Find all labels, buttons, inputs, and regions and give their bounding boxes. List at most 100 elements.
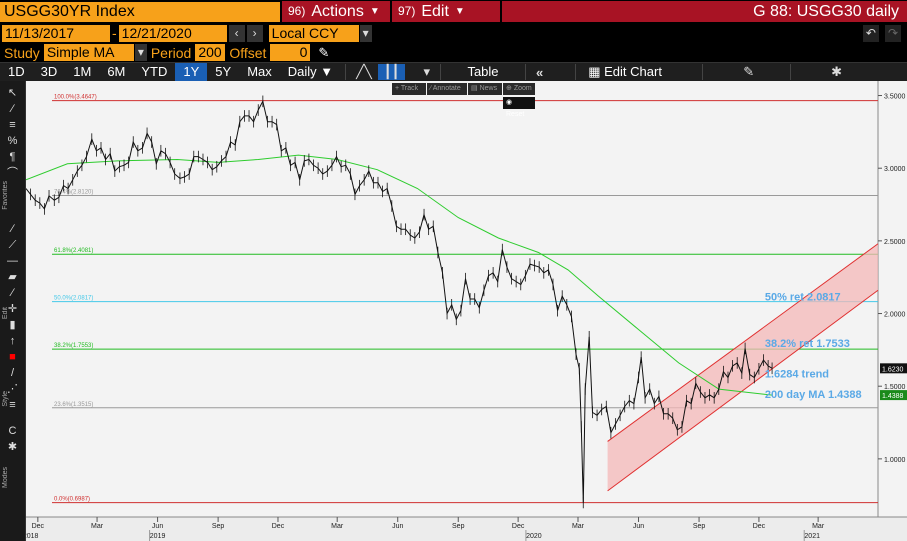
daily-select[interactable]: Daily ▼ (287, 64, 334, 79)
chart-type-dropdown-icon[interactable]: ▾ (423, 64, 430, 79)
x-tick-label: Sep (693, 523, 706, 530)
tool-icon[interactable]: ¶ (9, 151, 16, 163)
y-tick-label: 1.0000 (884, 457, 906, 464)
end-date-input[interactable]: 12/21/2020 (118, 24, 227, 42)
y-axis-background (878, 81, 907, 517)
fib-tool-icon[interactable]: ≡ (9, 119, 16, 131)
study-select[interactable]: Simple MA (43, 44, 134, 61)
year-label: 2020 (526, 533, 542, 540)
offset-value: 0 (299, 44, 308, 60)
edit-icon[interactable]: ✎ (743, 64, 755, 79)
bar-chart-icon[interactable]: ┃┃ (377, 64, 406, 80)
fib-level-label: 0.0%(0.6987) (54, 497, 90, 503)
table-button[interactable]: Table (467, 64, 499, 79)
reset-button[interactable]: ◉ Reset (503, 97, 535, 118)
hline-icon[interactable]: — (7, 255, 18, 267)
edit-chart-button[interactable]: ▦ Edit Chart (580, 63, 698, 81)
window-title: G 88: USGG30 daily (502, 1, 907, 22)
gear-icon[interactable]: ✱ (831, 64, 843, 79)
ray-icon[interactable]: ⟋ (8, 239, 17, 251)
currency-text: Local CCY (271, 24, 339, 41)
zoom-button[interactable]: ⊕ Zoom (503, 83, 535, 95)
tf-3d[interactable]: 3D (40, 64, 58, 79)
line-style-icon[interactable]: / (10, 367, 15, 379)
pencil-icon[interactable]: ✎ (318, 44, 330, 60)
ticker-field[interactable]: USGG30YR Index (0, 1, 280, 22)
pencil-icon[interactable]: ∕ (11, 223, 14, 235)
next-icon[interactable]: › (246, 24, 263, 42)
tf-5y[interactable]: 5Y (215, 64, 232, 79)
y-tick-label: 3.0000 (884, 166, 906, 173)
edit-label: Edit (421, 3, 449, 20)
brush-icon[interactable]: ∕ (11, 287, 14, 299)
gear-icon[interactable]: ✱ (7, 441, 18, 453)
start-date-input[interactable]: 11/13/2017 (2, 24, 110, 42)
last-price-label: 1.6230 (882, 366, 904, 373)
dash-style-icon[interactable]: ⋰ (7, 383, 18, 395)
start-date-text: 11/13/2017 (5, 24, 75, 41)
channel-icon[interactable]: ▰ (8, 271, 17, 283)
news-text: News (479, 85, 498, 92)
offset-input[interactable]: 0 (270, 44, 311, 61)
undo-icon[interactable]: ↶ (862, 24, 879, 42)
x-tick-label: Mar (91, 523, 104, 530)
x-tick-label: Mar (331, 523, 344, 530)
delete-icon[interactable]: ▮ (9, 319, 16, 331)
cursor-icon[interactable]: ↖ (7, 87, 18, 99)
currency-select[interactable]: Local CCY (268, 24, 359, 42)
edit-menu[interactable]: 97) Edit ▼ (392, 1, 500, 22)
track-button[interactable]: + Track (392, 83, 426, 95)
range-bar: 11/13/2017 - 12/21/2020 ‹ › Local CCY ▾ … (0, 23, 907, 43)
x-tick-label: Jun (392, 523, 403, 530)
tool-icon[interactable]: ⌒ (7, 167, 18, 179)
text-tool-icon[interactable]: % (7, 135, 18, 147)
line-tool-icon[interactable]: ∕ (11, 103, 14, 115)
divider (345, 64, 347, 80)
year-label: 2019 (150, 533, 166, 540)
x-tick-label: Jun (633, 523, 644, 530)
tf-1d[interactable]: 1D (8, 64, 25, 79)
x-tick-label: Jun (152, 523, 163, 530)
fib-level-label: 23.6%(1.3515) (54, 402, 93, 408)
ma-price-box (880, 390, 907, 401)
prev-icon[interactable]: ‹ (228, 24, 245, 42)
tf-ytd[interactable]: YTD (141, 64, 168, 79)
daily-text: Daily (287, 64, 317, 79)
timeframe-bar: 1D 3D 1M 6M YTD 1Y 5Y Max Daily ▼ ╱╲ ┃┃ … (0, 62, 907, 81)
tf-max[interactable]: Max (247, 64, 272, 79)
fib-level-label: 76.4%(2.8120) (54, 190, 93, 196)
mode-icon[interactable]: C (8, 425, 17, 437)
window-title-text: G 88: USGG30 daily (753, 3, 899, 20)
end-date-text: 12/21/2020 (121, 24, 192, 41)
channel-lower-line (607, 289, 879, 492)
x-tick-label: Dec (512, 523, 525, 530)
collapse-icon[interactable]: « (535, 64, 544, 80)
last-price-box (880, 363, 907, 374)
ticker-text: USGG30YR Index (4, 2, 135, 20)
caret-down-icon[interactable]: ▾ (134, 44, 147, 61)
edit-num: 97) (398, 4, 416, 18)
crosshair-icon[interactable]: ✛ (7, 303, 18, 315)
period-input[interactable]: 200 (195, 44, 226, 61)
tf-1m[interactable]: 1M (73, 64, 92, 79)
line-chart-icon[interactable]: ╱╲ (356, 64, 372, 79)
x-tick-label: Mar (812, 523, 825, 530)
actions-menu[interactable]: 96) Actions ▼ (282, 1, 390, 22)
annotate-button[interactable]: ∕ Annotate (427, 83, 467, 95)
y-tick-label: 2.5000 (884, 239, 906, 246)
x-tick-label: Dec (753, 523, 766, 530)
width-icon[interactable]: ≡ (9, 399, 16, 411)
ma-line (26, 154, 773, 396)
tf-6m[interactable]: 6M (107, 64, 126, 79)
redo-icon[interactable]: ↷ (884, 24, 901, 42)
chart-svg[interactable]: 1.0000 1.5000 2.0000 2.5000 3.0000 3.5000 Dec M… (26, 81, 907, 541)
color-swatch-icon[interactable]: ■ (9, 351, 16, 363)
news-button[interactable]: ▤ News (468, 83, 502, 95)
arrow-up-icon[interactable]: ↑ (9, 335, 16, 347)
chart-annotation: 1.6284 trend (765, 368, 829, 380)
y-tick-label: 1.5000 (884, 384, 906, 391)
caret-down-icon[interactable]: ▾ (359, 24, 372, 42)
favorites-label: Favorites (2, 181, 9, 210)
drawing-sidebar: ↖ ∕ ≡ % ¶ ⌒ Favorites ∕ ⟋ — ▰ ∕ ✛ Edit ▮… (0, 81, 26, 541)
tf-1y[interactable]: 1Y (175, 63, 208, 81)
